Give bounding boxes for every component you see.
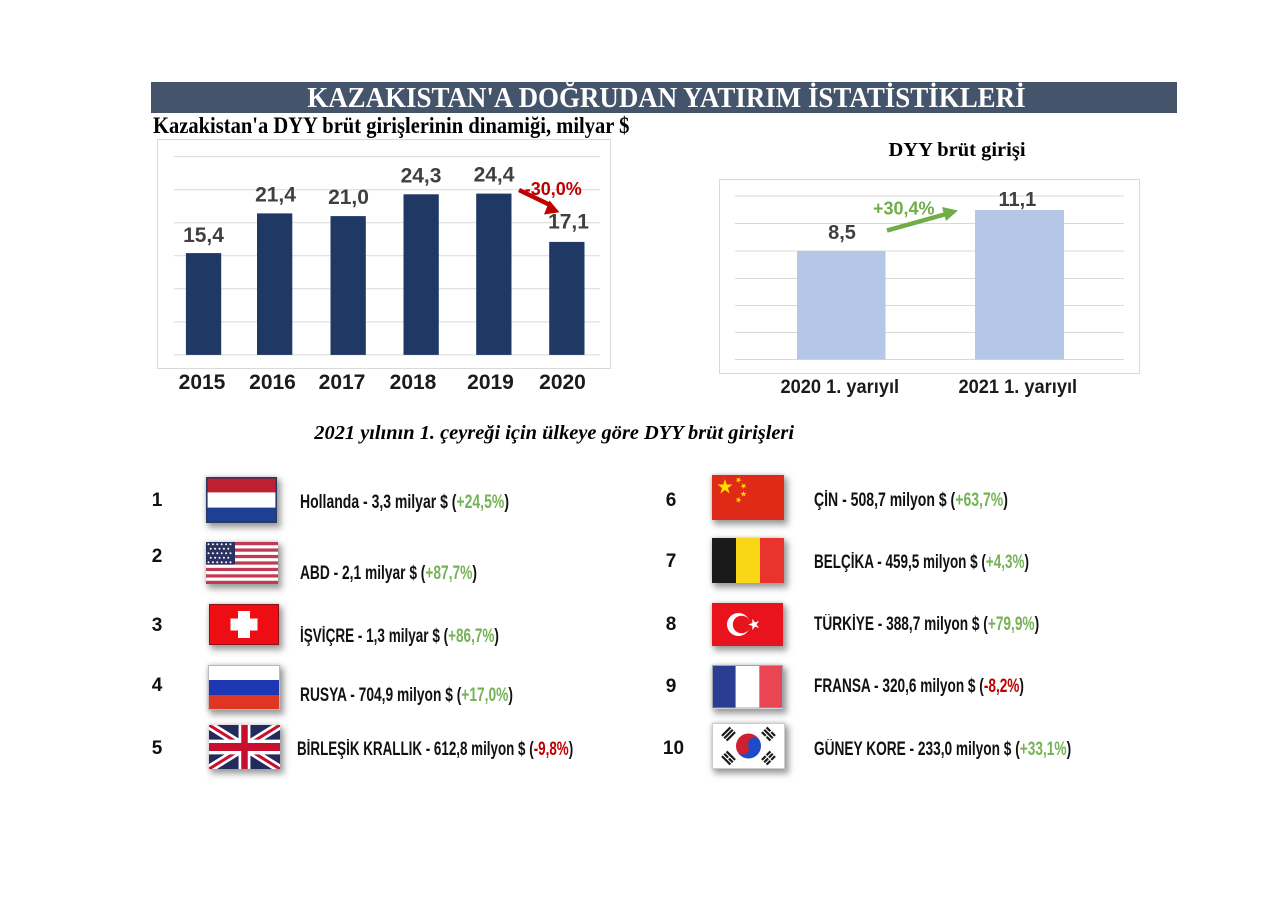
svg-text:21,0: 21,0	[328, 186, 369, 209]
svg-text:15,4: 15,4	[183, 224, 224, 247]
svg-text:17,1: 17,1	[548, 211, 589, 234]
svg-text:-30,0%: -30,0%	[525, 179, 582, 199]
svg-text:8,5: 8,5	[828, 222, 856, 244]
svg-text:24,4: 24,4	[474, 164, 515, 187]
svg-text:11,1: 11,1	[998, 189, 1036, 211]
svg-text:+30,4%: +30,4%	[873, 198, 935, 218]
svg-text:24,3: 24,3	[401, 164, 442, 187]
svg-text:21,4: 21,4	[255, 183, 296, 206]
